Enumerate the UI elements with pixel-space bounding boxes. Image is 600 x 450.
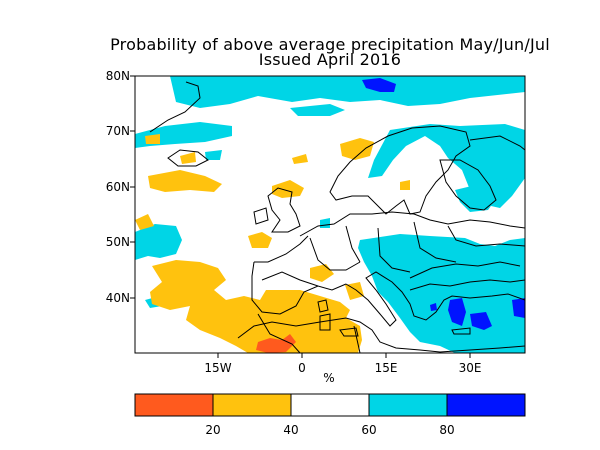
colorbar-segment-5 (447, 394, 525, 416)
map-title: Probability of above average precipitati… (110, 35, 550, 54)
border-3 (377, 227, 411, 273)
black-sea-north (409, 261, 521, 279)
shading-above-80 (362, 78, 525, 330)
border-6 (261, 271, 319, 287)
lat-label-50n: 50N (106, 235, 130, 249)
lat-label-60n: 60N (106, 180, 130, 194)
colorbar-segment-3 (291, 394, 369, 416)
x-unit-label: % (323, 371, 334, 385)
colorbar-label-80: 80 (439, 423, 454, 437)
map-frame (134, 75, 526, 354)
border-1 (309, 237, 361, 271)
lon-label-30e: 30E (459, 361, 482, 375)
france-west-coast (254, 235, 309, 263)
map-subtitle: Issued April 2016 (258, 50, 402, 69)
colorbar-label-20: 20 (205, 423, 220, 437)
lon-label-15w: 15W (204, 361, 231, 375)
scandinavia-coast (329, 125, 471, 215)
iberia-coast (251, 261, 347, 315)
lon-labels: 15W 0 15E 30E (204, 361, 481, 375)
border-4 (413, 221, 457, 263)
great-britain-coast (267, 187, 301, 233)
lon-label-0: 0 (298, 361, 306, 375)
iceland-coast (167, 149, 209, 167)
kola-coast (469, 135, 525, 151)
north-europe-coast (299, 211, 525, 237)
ireland-coast (253, 207, 269, 225)
coastlines (149, 81, 525, 353)
lon-label-15e: 15E (375, 361, 398, 375)
colorbar-label-40: 40 (283, 423, 298, 437)
border-5 (447, 225, 525, 247)
colorbar: 20 40 60 80 (134, 393, 526, 437)
finland-border (439, 159, 497, 211)
probability-shading (135, 76, 525, 353)
colorbar-label-60: 60 (361, 423, 376, 437)
lat-labels: 80N 70N 60N 50N 40N (106, 69, 130, 305)
sardinia-coast (319, 313, 331, 331)
shading-below-20 (256, 334, 296, 353)
sicily-coast (339, 327, 359, 337)
greenland-coast (149, 81, 201, 133)
north-africa-coast (237, 317, 525, 353)
lat-label-80n: 80N (106, 69, 130, 83)
mediterranean-north-coast (345, 271, 525, 327)
colorbar-frame (134, 393, 526, 417)
corsica-coast (317, 299, 329, 313)
border-8 (353, 325, 361, 353)
colorbar-segment-1 (135, 394, 213, 416)
lat-label-40n: 40N (106, 291, 130, 305)
colorbar-segment-4 (369, 394, 447, 416)
colorbar-segment-2 (213, 394, 291, 416)
border-7 (257, 313, 301, 353)
lat-ticks (130, 75, 135, 299)
crete-coast (451, 327, 471, 335)
lon-ticks (217, 353, 471, 358)
border-2 (345, 225, 361, 263)
lat-label-70n: 70N (106, 124, 130, 138)
black-sea-south (409, 279, 525, 291)
